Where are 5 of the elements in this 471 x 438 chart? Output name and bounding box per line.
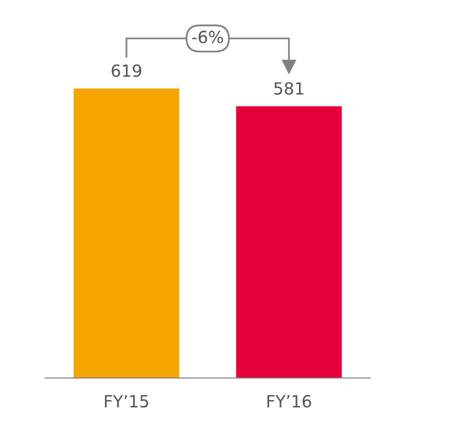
data-label: 581 — [274, 82, 304, 95]
data-label: 619 — [112, 64, 142, 77]
x-tick-label: FY’16 — [267, 394, 312, 408]
text: -6% — [192, 30, 224, 44]
x-tick-label: FY’15 — [104, 395, 148, 408]
